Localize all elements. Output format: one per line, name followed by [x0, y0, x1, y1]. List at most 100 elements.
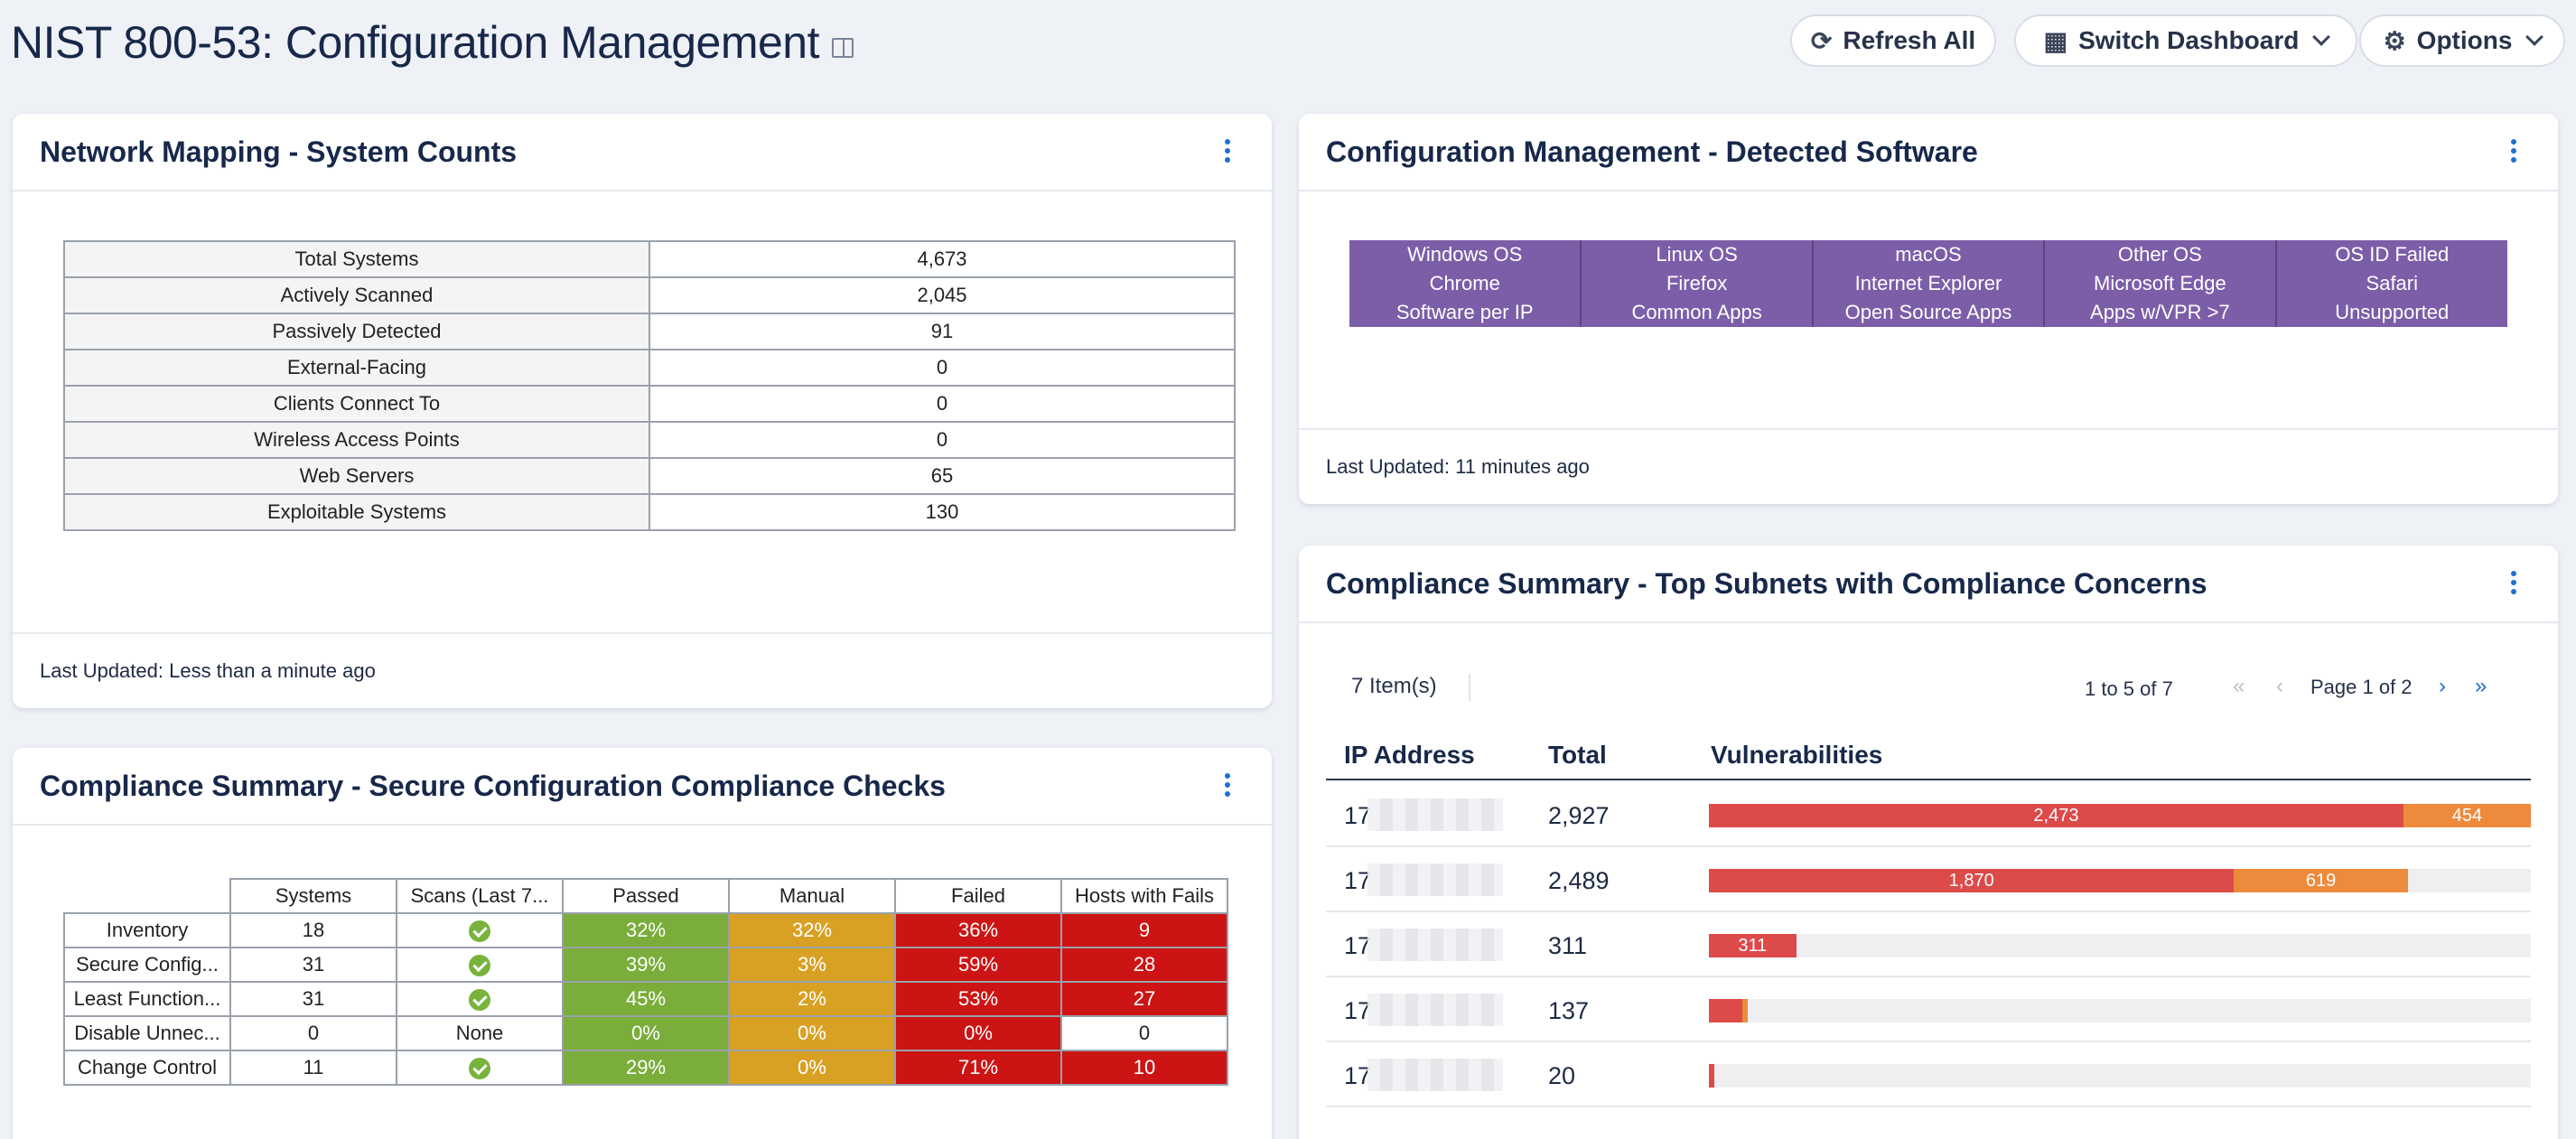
check-name: Disable Unnec... — [63, 1015, 231, 1051]
software-cell[interactable]: OS ID Failed — [2275, 240, 2507, 269]
column-header[interactable]: Systems — [229, 878, 397, 914]
check-row[interactable]: Change Control 11 29% 0% 71% 10 — [63, 1050, 1228, 1086]
column-header[interactable]: Manual — [728, 878, 896, 914]
count-row[interactable]: Total Systems 4,673 — [63, 240, 1236, 278]
software-cell[interactable]: Windows OS — [1349, 240, 1582, 269]
software-cell[interactable]: macOS — [1812, 240, 2046, 269]
hosts-with-fails[interactable]: 10 — [1060, 1050, 1228, 1086]
column-header[interactable]: Hosts with Fails — [1060, 878, 1228, 914]
count-label: Exploitable Systems — [63, 493, 650, 531]
failed-percent[interactable]: 53% — [894, 981, 1062, 1017]
refresh-all-button[interactable]: ⟳ Refresh All — [1790, 14, 1996, 67]
failed-percent[interactable]: 36% — [894, 912, 1062, 948]
critical-segment[interactable] — [1709, 999, 1742, 1022]
last-page-icon[interactable]: » — [2475, 674, 2487, 698]
vulnerability-bar[interactable] — [1709, 999, 2531, 1022]
count-row[interactable]: Web Servers 65 — [63, 457, 1236, 495]
software-cell[interactable]: Firefox — [1581, 269, 1814, 298]
column-header[interactable]: Failed — [894, 878, 1062, 914]
software-cell[interactable]: Microsoft Edge — [2044, 269, 2277, 298]
manual-percent[interactable]: 32% — [728, 912, 896, 948]
kebab-menu-icon[interactable] — [1225, 773, 1232, 797]
table-row[interactable]: 17 2,927 2,473 454 — [1326, 782, 2531, 847]
passed-percent[interactable]: 32% — [562, 912, 730, 948]
vulnerability-bar[interactable]: 2,473 454 — [1709, 804, 2531, 827]
software-cell[interactable]: Unsupported — [2275, 298, 2507, 327]
high-segment[interactable]: 454 — [2403, 804, 2531, 827]
manual-percent[interactable]: 0% — [728, 1015, 896, 1051]
check-row[interactable]: Secure Config... 31 39% 3% 59% 28 — [63, 947, 1228, 983]
table-row[interactable]: 17 20 — [1326, 1042, 2531, 1107]
card-header: Compliance Summary - Top Subnets with Co… — [1299, 546, 2558, 623]
hosts-with-fails[interactable]: 28 — [1060, 947, 1228, 983]
software-cell[interactable]: Apps w/VPR >7 — [2044, 298, 2277, 327]
passed-percent[interactable]: 29% — [562, 1050, 730, 1086]
col-total-header[interactable]: Total — [1548, 741, 1607, 769]
critical-segment[interactable] — [1709, 1064, 1715, 1088]
ip-address[interactable]: 17 — [1344, 997, 1372, 1024]
critical-segment[interactable]: 1,870 — [1709, 869, 2235, 892]
col-ip-header[interactable]: IP Address — [1344, 741, 1475, 769]
table-row[interactable]: 17 311 311 — [1326, 912, 2531, 977]
manual-percent[interactable]: 0% — [728, 1050, 896, 1086]
hosts-with-fails[interactable]: 27 — [1060, 981, 1228, 1017]
hosts-with-fails[interactable]: 9 — [1060, 912, 1228, 948]
book-icon[interactable] — [832, 38, 854, 58]
switch-dashboard-label: Switch Dashboard — [2078, 26, 2300, 54]
column-header[interactable]: Scans (Last 7... — [396, 878, 564, 914]
first-page-icon[interactable]: « — [2233, 674, 2245, 698]
passed-percent[interactable]: 45% — [562, 981, 730, 1017]
high-segment[interactable] — [1741, 999, 1748, 1022]
software-cell[interactable]: Chrome — [1349, 269, 1582, 298]
count-row[interactable]: Clients Connect To 0 — [63, 385, 1236, 423]
high-segment[interactable]: 619 — [2234, 869, 2408, 892]
critical-segment[interactable]: 311 — [1709, 934, 1797, 957]
vulnerability-bar[interactable]: 311 — [1709, 934, 2531, 957]
software-cell[interactable]: Open Source Apps — [1812, 298, 2046, 327]
compliance-checks-table: Systems Scans (Last 7... Passed Manual Faile… — [63, 878, 1228, 1086]
passed-percent[interactable]: 0% — [562, 1015, 730, 1051]
failed-percent[interactable]: 0% — [894, 1015, 1062, 1051]
software-cell[interactable]: Software per IP — [1349, 298, 1582, 327]
software-cell[interactable]: Safari — [2275, 269, 2507, 298]
col-vulns-header[interactable]: Vulnerabilities — [1711, 741, 1883, 769]
software-cell[interactable]: Other OS — [2044, 240, 2277, 269]
hosts-with-fails[interactable]: 0 — [1060, 1015, 1228, 1051]
passed-percent[interactable]: 39% — [562, 947, 730, 983]
prev-page-icon[interactable]: ‹ — [2276, 674, 2283, 698]
count-row[interactable]: External-Facing 0 — [63, 349, 1236, 387]
software-cell[interactable]: Common Apps — [1581, 298, 1814, 327]
column-header[interactable]: Passed — [562, 878, 730, 914]
count-row[interactable]: Actively Scanned 2,045 — [63, 276, 1236, 314]
kebab-menu-icon[interactable] — [2511, 571, 2518, 594]
check-row[interactable]: Disable Unnec... 0 None 0% 0% 0% 0 — [63, 1015, 1228, 1051]
check-row[interactable]: Inventory 18 32% 32% 36% 9 — [63, 912, 1228, 948]
table-row[interactable]: 17 137 — [1326, 977, 2531, 1042]
failed-percent[interactable]: 71% — [894, 1050, 1062, 1086]
vulnerability-bar[interactable] — [1709, 1064, 2531, 1088]
check-row[interactable]: Least Function... 31 45% 2% 53% 27 — [63, 981, 1228, 1017]
failed-percent[interactable]: 59% — [894, 947, 1062, 983]
next-page-icon[interactable]: › — [2439, 674, 2446, 698]
software-cell[interactable]: Internet Explorer — [1812, 269, 2046, 298]
scans-cell — [396, 947, 564, 983]
count-row[interactable]: Passively Detected 91 — [63, 313, 1236, 350]
switch-dashboard-button[interactable]: ▦ Switch Dashboard — [2014, 14, 2357, 67]
ip-address[interactable]: 17 — [1344, 932, 1372, 959]
options-label: Options — [2416, 26, 2513, 54]
vulnerability-bar[interactable]: 1,870 619 — [1709, 869, 2531, 892]
critical-segment[interactable]: 2,473 — [1709, 804, 2403, 827]
manual-percent[interactable]: 3% — [728, 947, 896, 983]
kebab-menu-icon[interactable] — [1225, 139, 1232, 163]
count-row[interactable]: Exploitable Systems 130 — [63, 493, 1236, 531]
count-value: 0 — [649, 385, 1236, 423]
ip-address[interactable]: 17 — [1344, 867, 1372, 894]
ip-address[interactable]: 17 — [1344, 1062, 1372, 1089]
table-row[interactable]: 17 2,489 1,870 619 — [1326, 847, 2531, 912]
software-cell[interactable]: Linux OS — [1581, 240, 1814, 269]
manual-percent[interactable]: 2% — [728, 981, 896, 1017]
options-button[interactable]: ⚙ Options — [2359, 14, 2565, 67]
kebab-menu-icon[interactable] — [2511, 139, 2518, 163]
count-row[interactable]: Wireless Access Points 0 — [63, 421, 1236, 459]
ip-address[interactable]: 17 — [1344, 802, 1372, 829]
